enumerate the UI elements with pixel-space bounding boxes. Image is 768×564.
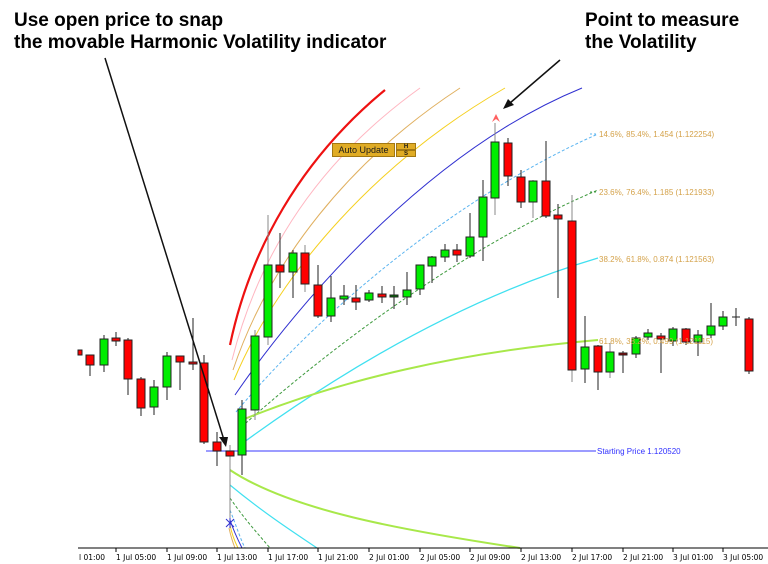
annotation-line: Point to measure — [585, 10, 740, 31]
x-tick: 1 Jul 17:00 — [268, 553, 308, 562]
x-tick: 3 Jul 05:00 — [723, 553, 763, 562]
s-button[interactable]: S — [396, 150, 416, 157]
x-tick: l 01:00 — [79, 553, 105, 562]
h-button[interactable]: H — [396, 143, 416, 150]
x-tick: 1 Jul 05:00 — [116, 553, 156, 562]
level-label-23: 23.6%, 76.4%, 1.185 (1.121933) — [599, 188, 715, 197]
volatility-arcs-upper — [228, 87, 599, 446]
auto-update-button[interactable]: Auto Update — [332, 143, 395, 157]
snap-point-icon[interactable] — [225, 518, 235, 528]
peak-marker-icon[interactable] — [492, 114, 500, 122]
annotation-measure-point: Point to measure the Volatility — [585, 10, 739, 54]
volatility-arcs-lower — [228, 469, 521, 549]
annotation-arrows — [104, 57, 561, 447]
candlesticks — [77, 123, 754, 520]
annotation-snap-open-price: Use open price to snap the movable Harmo… — [14, 10, 386, 54]
x-tick: 2 Jul 09:00 — [470, 553, 510, 562]
annotation-line: the Volatility — [585, 32, 697, 53]
level-label-61: 61.8%, 38.2%, 0.499 (1.121115) — [599, 337, 713, 346]
annotation-line: Use open price to snap — [14, 10, 224, 31]
x-tick: 2 Jul 13:00 — [521, 553, 561, 562]
level-label-14: 14.6%, 85.4%, 1.454 (1.122254) — [599, 130, 715, 139]
x-tick: 2 Jul 05:00 — [420, 553, 460, 562]
x-tick: 1 Jul 13:00 — [217, 553, 257, 562]
annotation-line: the movable Harmonic Volatility indicato… — [14, 32, 387, 53]
x-tick: 2 Jul 21:00 — [623, 553, 663, 562]
x-tick: 2 Jul 17:00 — [572, 553, 612, 562]
x-tick: 3 Jul 01:00 — [673, 553, 713, 562]
starting-price-label: Starting Price 1.120520 — [597, 447, 681, 456]
x-tick: 1 Jul 21:00 — [318, 553, 358, 562]
level-label-38: 38.2%, 61.8%, 0.874 (1.121563) — [599, 255, 715, 264]
x-axis: l 01:00 1 Jul 05:00 1 Jul 09:00 1 Jul 13… — [78, 547, 768, 562]
x-tick: 2 Jul 01:00 — [369, 553, 409, 562]
x-tick: 1 Jul 09:00 — [167, 553, 207, 562]
